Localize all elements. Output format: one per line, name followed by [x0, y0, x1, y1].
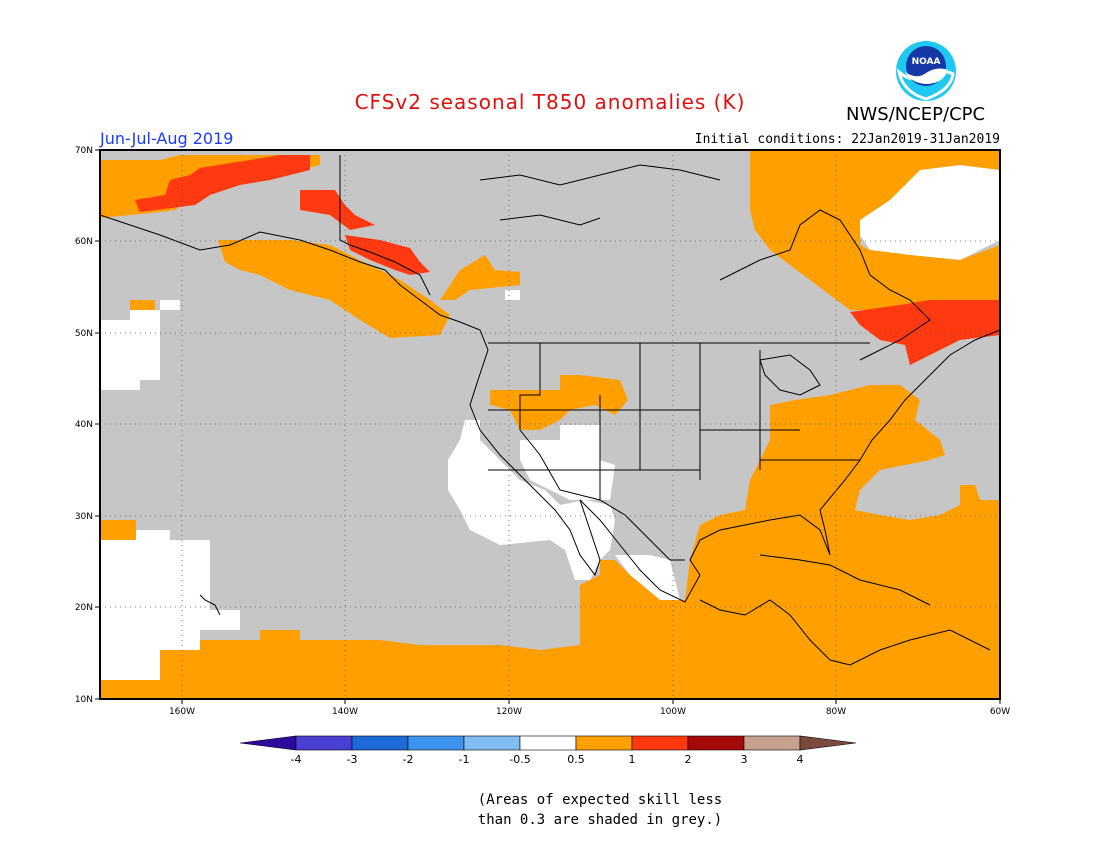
agency-label: NWS/NCEP/CPC [846, 104, 986, 125]
colorbar-swatch [407, 735, 465, 751]
colorbar-arrow-high [799, 735, 857, 751]
anomaly-map: 70N 60N 50N 40N 30N 20N 10N 160W 140W 12… [75, 146, 1010, 717]
colorbar-label: -0.5 [509, 753, 530, 766]
colorbar-label: -2 [403, 753, 414, 766]
noaa-logo: NOAA [896, 41, 956, 101]
lon-label-160w: 160W [169, 707, 195, 717]
colorbar-label: 1 [629, 753, 636, 766]
lat-label-20n: 20N [75, 603, 93, 613]
colorbar-swatch [631, 735, 689, 751]
colorbar: -4 -3 -2 -1 -0.5 0.5 1 2 3 4 [239, 735, 857, 766]
colorbar-swatch [575, 735, 633, 751]
colorbar-label: 0.5 [567, 753, 585, 766]
colorbar-arrow-low [239, 735, 297, 751]
forecast-period: Jun-Jul-Aug 2019 [100, 129, 234, 148]
skill-note-line2: than 0.3 are shaded in grey.) [477, 812, 723, 828]
map-title: CFSv2 seasonal T850 anomalies (K) [354, 90, 746, 114]
logo-text: NOAA [912, 57, 941, 67]
lat-label-40n: 40N [75, 420, 93, 430]
lat-label-60n: 60N [75, 237, 93, 247]
colorbar-label: 2 [685, 753, 692, 766]
lon-label-120w: 120W [496, 707, 522, 717]
colorbar-label: 3 [741, 753, 748, 766]
lon-label-100w: 100W [660, 707, 686, 717]
warm-anomaly-1-2 [135, 155, 1000, 365]
lon-label-60w: 60W [990, 707, 1010, 717]
skill-note-line1: (Areas of expected skill less [477, 792, 723, 808]
colorbar-swatch [743, 735, 801, 751]
coastlines [100, 155, 1000, 666]
graticule [100, 150, 1000, 699]
lon-label-140w: 140W [332, 707, 358, 717]
colorbar-swatch [295, 735, 353, 751]
colorbar-swatch [687, 735, 745, 751]
colorbar-swatch [351, 735, 409, 751]
colorbar-label: -4 [291, 753, 302, 766]
colorbar-label: -3 [347, 753, 358, 766]
colorbar-swatch [519, 735, 577, 751]
colorbar-swatch [463, 735, 521, 751]
colorbar-label: -1 [459, 753, 470, 766]
initial-conditions: Initial conditions: 22Jan2019-31Jan2019 [694, 132, 1000, 147]
lon-label-80w: 80W [826, 707, 846, 717]
lat-label-70n: 70N [75, 146, 93, 156]
lat-label-10n: 10N [75, 695, 93, 705]
neutral-anomaly-regions [100, 165, 1000, 680]
colorbar-label: 4 [797, 753, 804, 766]
lat-label-30n: 30N [75, 512, 93, 522]
lat-label-50n: 50N [75, 329, 93, 339]
